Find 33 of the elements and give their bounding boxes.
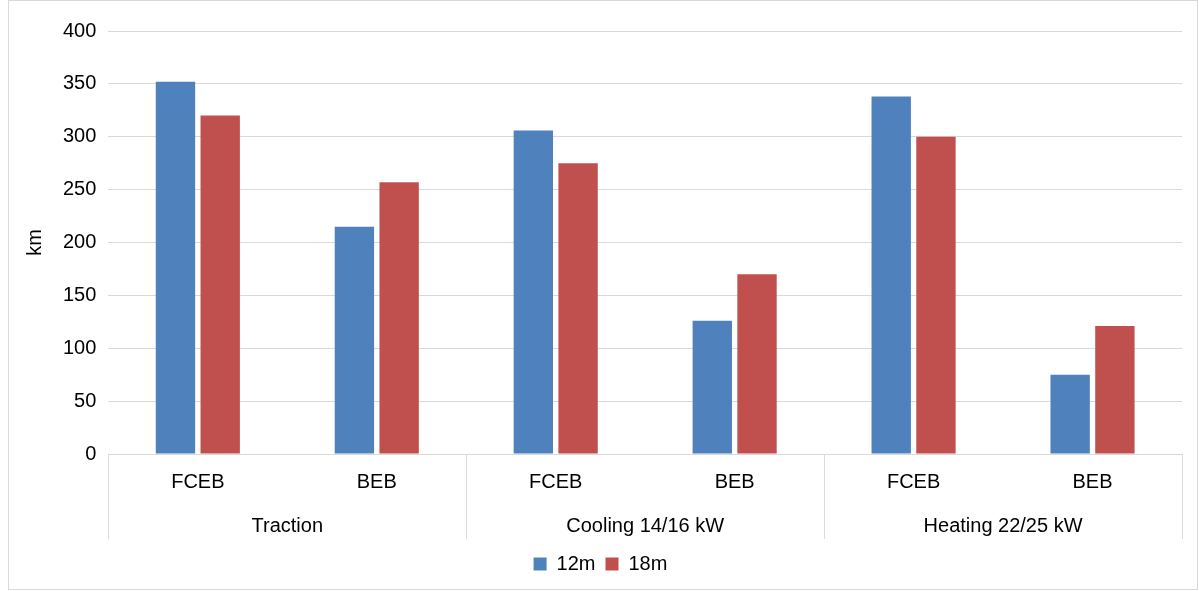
x-tick-label: BEB — [714, 469, 755, 492]
y-tick-label: 200 — [62, 230, 97, 253]
y-tick-label: 50 — [74, 388, 97, 411]
text: Heating 22/25 kW — [923, 513, 1083, 536]
x-tick-label: BEB — [1072, 469, 1113, 492]
bar — [916, 136, 956, 454]
y-tick-label: 300 — [62, 124, 97, 147]
bar — [200, 115, 240, 454]
bar — [334, 226, 375, 454]
bar — [692, 320, 732, 454]
x-tick-label: FCEB — [529, 469, 583, 492]
y-tick-label: 400 — [62, 18, 97, 41]
bar — [1095, 326, 1135, 454]
y-tick-label: 350 — [62, 71, 97, 94]
bar — [1050, 374, 1090, 454]
bar — [737, 274, 777, 454]
y-tick-label: 150 — [62, 282, 97, 305]
bar — [155, 81, 196, 454]
text: Cooling 14/16 kW — [566, 513, 725, 536]
legend-label: 18m — [628, 551, 668, 574]
y-axis-title: km — [22, 229, 45, 256]
bar — [379, 182, 419, 454]
y-tick-label: 0 — [85, 441, 97, 464]
y-tick-label: 100 — [62, 335, 97, 358]
x-tick-label: BEB — [356, 469, 397, 492]
legend-label: 12m — [556, 551, 596, 574]
text: Traction — [251, 513, 324, 536]
x-tick-label: FCEB — [886, 469, 941, 492]
bar — [871, 96, 911, 454]
y-tick-label: 250 — [62, 177, 97, 200]
bar — [558, 163, 598, 454]
x-tick-label: FCEB — [171, 469, 225, 492]
bar — [513, 130, 554, 454]
